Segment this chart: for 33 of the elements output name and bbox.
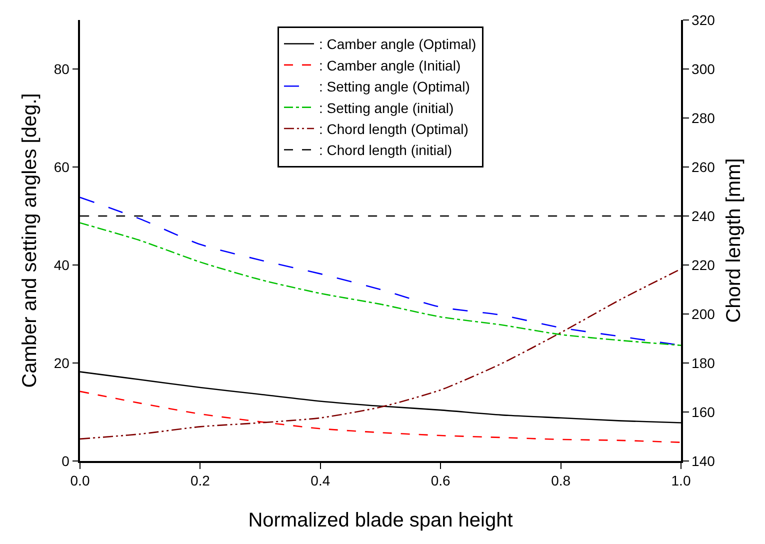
y2-tick-label: 220 — [692, 256, 716, 273]
y2-tick-label: 140 — [692, 452, 716, 469]
line-series — [80, 390, 681, 444]
line-series — [80, 268, 681, 440]
y-tick-label: 20 — [54, 354, 70, 371]
y-tick-label: 60 — [54, 158, 70, 175]
y2-tick-label: 280 — [692, 110, 716, 126]
x-axis-title: Normalized blade span height — [248, 510, 514, 532]
y2-axis-title: Chord length [mm] — [723, 158, 746, 323]
legend-label: : Chord length (Optimal) — [319, 120, 468, 137]
y2-tick-label: 320 — [692, 12, 716, 28]
y-tick-label: 40 — [54, 256, 70, 273]
y2-tick-label: 200 — [692, 306, 716, 322]
x-tick-label: 0.0 — [70, 472, 90, 489]
legend-label: : Setting angle (initial) — [319, 100, 454, 116]
legend-label: : Setting angle (Optimal) — [319, 78, 470, 95]
y2-tick-label: 240 — [692, 208, 716, 224]
y-tick-label: 80 — [54, 60, 70, 77]
x-tick-label: 0.4 — [310, 472, 330, 489]
x-tick-label: 1.0 — [671, 472, 691, 489]
legend-label: : Camber angle (Initial) — [319, 57, 461, 74]
y2-tick-label: 260 — [692, 158, 716, 175]
legend-label: : Chord length (initial) — [319, 142, 452, 158]
y2-tick-label: 180 — [692, 354, 716, 371]
y-tick-label: 0 — [62, 452, 70, 469]
x-tick-label: 0.6 — [430, 472, 451, 489]
y2-tick-label: 160 — [692, 404, 716, 420]
x-tick-label: 0.2 — [190, 472, 210, 489]
legend-label: : Camber angle (Optimal) — [319, 36, 476, 52]
x-tick-label: 0.8 — [551, 472, 571, 489]
line-series — [80, 222, 681, 346]
y2-tick-label: 300 — [692, 60, 716, 77]
y-axis-title: Camber and setting angles [deg.] — [18, 93, 41, 388]
